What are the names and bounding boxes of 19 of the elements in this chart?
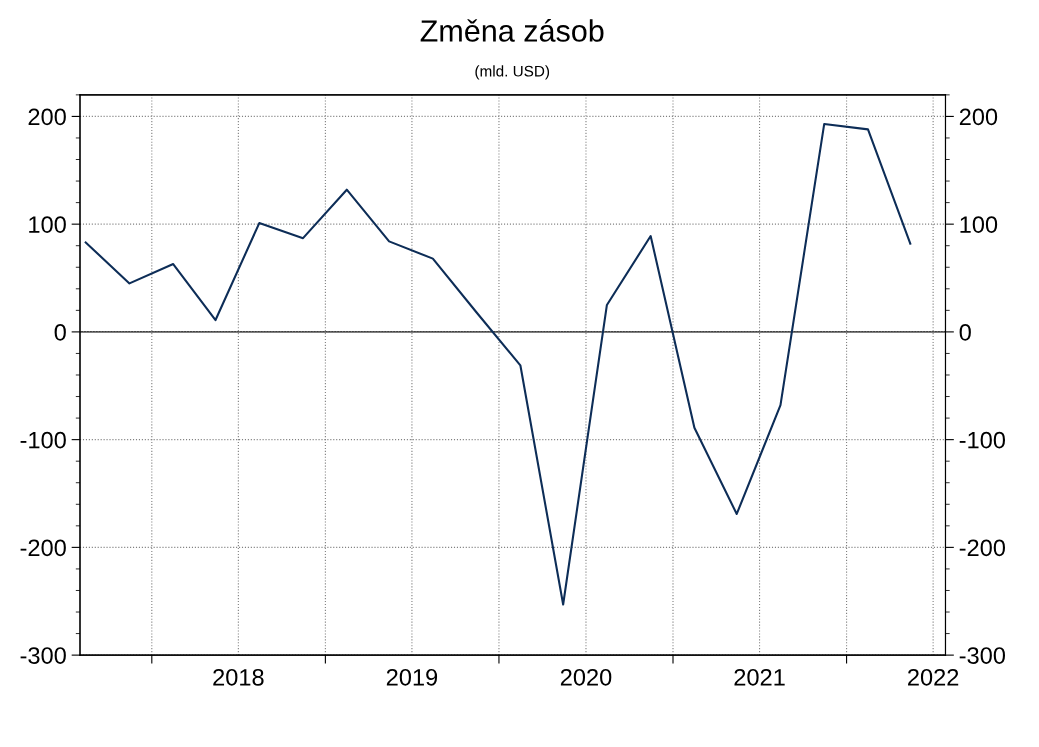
y2-tick-label: -300 [959, 647, 1006, 664]
y-tick-label: 100 [29, 216, 66, 233]
y2-tick-label: -100 [959, 431, 1006, 449]
y2-tick-label: 200 [959, 108, 998, 126]
y-tick-label: -300 [20, 647, 66, 664]
x-tick-label: 2018 [213, 668, 264, 686]
x-tick-label: 2019 [386, 668, 438, 686]
y-tick-label: -100 [20, 431, 66, 449]
y2-tick-label: 100 [960, 216, 998, 233]
x-tick-label: 2020 [560, 668, 612, 686]
chart-title: Změna zásob [420, 19, 604, 42]
y2-tick-label: -200 [959, 539, 1006, 557]
y-tick-label: 0 [54, 323, 66, 341]
chart-subtitle: (mld. USD) [475, 65, 550, 80]
x-tick-label: 2021 [734, 668, 785, 686]
y2-tick-label: 0 [959, 323, 971, 341]
y-tick-label: 200 [28, 108, 66, 126]
x-tick-label: 2022 [908, 668, 959, 686]
y-tick-label: -200 [20, 539, 66, 557]
